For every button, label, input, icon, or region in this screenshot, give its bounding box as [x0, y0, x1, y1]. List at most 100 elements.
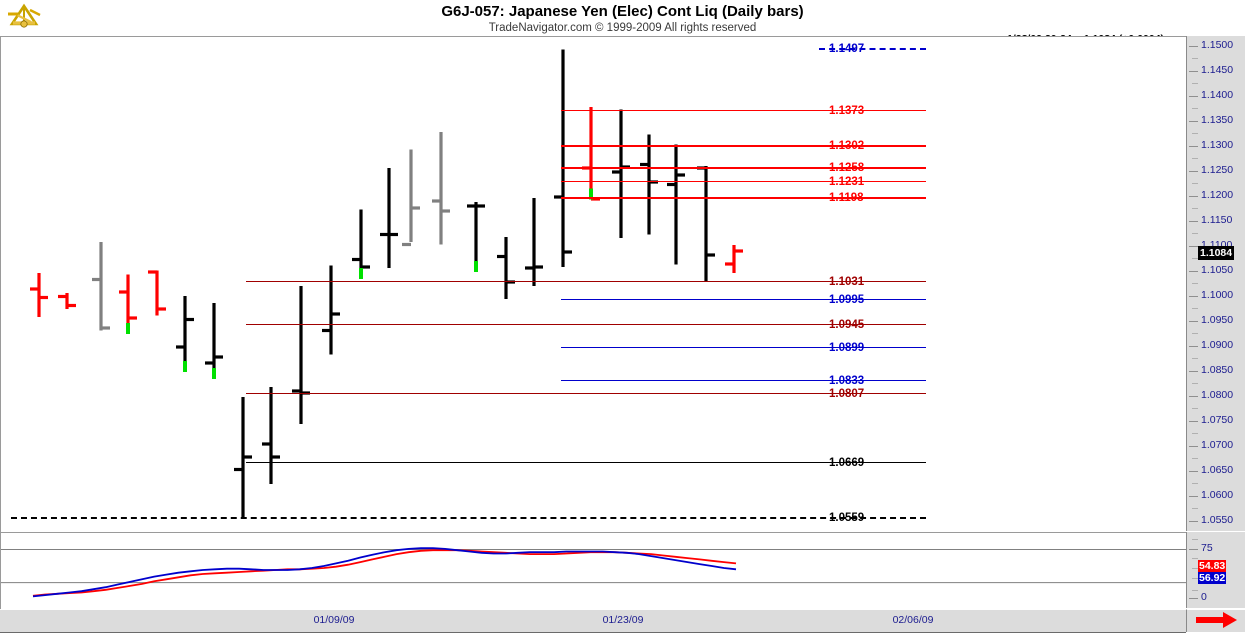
price-bars-svg	[30, 49, 743, 517]
ohlc-bar	[640, 134, 658, 235]
ohlc-bar	[234, 397, 252, 517]
ohlc-bar	[697, 166, 715, 282]
level-1-0669-label: 1.0669	[829, 456, 865, 469]
price-axis[interactable]: 1.1500 1.1450 1.1400 1.1350 1.1300 1.1250 1.12…	[1186, 36, 1245, 531]
price-axis-label: 1.1000	[1201, 289, 1234, 301]
price-axis-label: 1.1200	[1201, 189, 1234, 201]
price-axis-minor-tick	[1192, 333, 1198, 335]
price-axis-tick	[1189, 46, 1198, 47]
price-axis-minor-tick	[1192, 483, 1198, 485]
level-1-1373-label: 1.1373	[829, 104, 865, 117]
sextant-icon	[4, 2, 46, 32]
level-1-0945-line	[246, 323, 926, 326]
ohlc-bar	[205, 303, 223, 379]
price-axis-minor-tick	[1192, 133, 1198, 135]
level-1-1231-label: 1.1231	[829, 175, 865, 188]
stochastic-axis-label: 75	[1201, 541, 1213, 554]
stochastic-axis-tick	[1189, 598, 1198, 600]
level-1-1031-label: 1.1031	[829, 275, 865, 288]
price-axis-tick	[1189, 421, 1198, 422]
stochastic-axis-minor-tick	[1192, 538, 1198, 540]
ohlc-bar	[725, 245, 743, 273]
ohlc-bar	[148, 270, 166, 316]
last-price-highlight: 1.1084	[1198, 246, 1235, 260]
ohlc-bar	[497, 237, 515, 299]
price-axis-tick	[1189, 471, 1198, 472]
level-1-0995-line	[561, 298, 926, 301]
ohlc-bar	[322, 265, 340, 355]
date-axis-label: 02/06/09	[892, 614, 934, 626]
price-axis-label: 1.1050	[1201, 264, 1234, 276]
level-1-0899-line	[561, 346, 926, 349]
price-axis-tick	[1189, 71, 1198, 72]
stochd-value: 54.83	[1198, 559, 1227, 572]
close-marker	[212, 368, 216, 379]
level-1-1198-label: 1.1198	[829, 192, 864, 204]
price-axis-label: 1.1350	[1201, 114, 1234, 126]
close-marker	[359, 268, 363, 279]
level-1-1497-label: 1.1497	[829, 42, 865, 55]
ohlc-bar	[262, 387, 280, 484]
price-axis-label: 1.0800	[1201, 389, 1234, 401]
ohlc-bar	[432, 132, 450, 245]
close-marker	[589, 188, 593, 200]
date-axis[interactable]: 01/09/09 01/23/09 02/06/09	[0, 609, 1186, 633]
date-axis-label: 01/09/09	[313, 614, 355, 626]
price-axis-tick	[1189, 96, 1198, 97]
price-axis-minor-tick	[1192, 383, 1198, 385]
price-axis-minor-tick	[1192, 358, 1198, 360]
price-axis-minor-tick	[1192, 58, 1198, 60]
price-axis-label: 1.0900	[1201, 339, 1234, 351]
level-1-1031-line	[246, 280, 926, 283]
stochk-value: 56.92	[1198, 571, 1227, 584]
ohlc-bar	[58, 293, 76, 309]
level-1-0669-line	[246, 461, 926, 464]
price-axis-minor-tick	[1192, 158, 1198, 160]
level-1-1302-label: 1.1302	[829, 140, 865, 152]
stochastic-lines-svg	[1, 547, 1187, 598]
level-1-1497-line	[819, 47, 926, 50]
level-1-0807-label: 1.0807	[829, 387, 865, 400]
close-marker	[126, 323, 130, 334]
level-1-1258-line	[561, 167, 926, 169]
price-axis-label: 1.1500	[1201, 39, 1234, 51]
price-axis-minor-tick	[1192, 408, 1198, 410]
price-axis-minor-tick	[1192, 283, 1198, 285]
level-1-1258-label: 1.1258	[829, 162, 865, 174]
stochastic-axis-label: 0	[1201, 591, 1207, 604]
price-axis-label: 1.0600	[1201, 489, 1234, 501]
level-1-1373-line	[561, 109, 926, 112]
price-axis-tick	[1189, 496, 1198, 497]
price-axis-tick	[1189, 121, 1198, 122]
price-axis-minor-tick	[1192, 258, 1198, 260]
red-right-arrow-icon	[1196, 612, 1238, 633]
header-band: G6J-057: Japanese Yen (Elec) Cont Liq (D…	[0, 0, 1245, 36]
price-axis-tick	[1189, 446, 1198, 447]
date-axis-label: 01/23/09	[602, 614, 644, 626]
price-axis-label: 1.0950	[1201, 314, 1234, 326]
price-axis-tick	[1189, 296, 1198, 297]
price-axis-label: 1.0700	[1201, 439, 1234, 451]
level-1-0559-label: 1.0559	[829, 511, 865, 524]
level-1-0559-line	[11, 516, 926, 519]
price-axis-tick	[1189, 396, 1198, 397]
price-axis-minor-tick	[1192, 508, 1198, 510]
price-axis-tick	[1189, 171, 1198, 172]
stochastic-axis-tick	[1189, 548, 1198, 550]
stochastic-axis-minor-tick	[1192, 578, 1198, 580]
ohlc-bar	[352, 209, 370, 279]
stochastic-axis[interactable]: 75 0 54.83 56.92	[1186, 532, 1245, 608]
close-marker	[183, 361, 187, 372]
level-1-1198-line	[561, 197, 926, 199]
stochastic-axis-minor-tick	[1192, 558, 1198, 560]
price-axis-tick	[1189, 521, 1198, 522]
price-axis-tick	[1189, 196, 1198, 197]
price-axis-minor-tick	[1192, 83, 1198, 85]
level-1-0945-label: 1.0945	[829, 318, 865, 331]
ohlc-bar	[582, 107, 600, 201]
stochastic-pane[interactable]	[0, 532, 1187, 610]
ohlc-bar	[402, 149, 420, 247]
price-axis-tick	[1189, 246, 1198, 247]
price-chart-pane[interactable]: 1.1497 1.1373 1.1302 1.1258 1.1231 1.1198 1.10…	[0, 36, 1187, 533]
price-axis-minor-tick	[1192, 458, 1198, 460]
